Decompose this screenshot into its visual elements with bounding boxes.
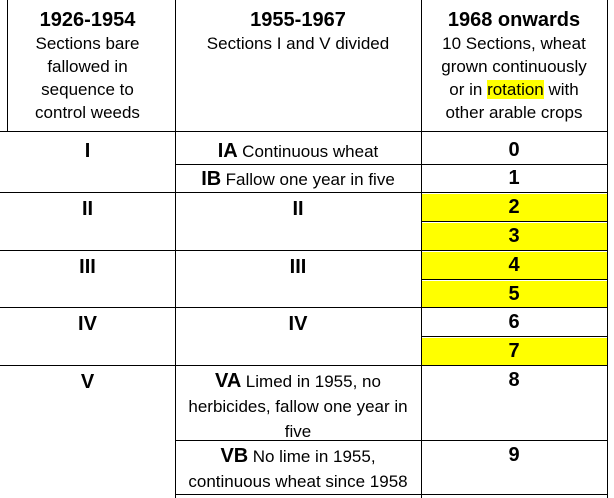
header-desc-part1: 10 Sections, wheat grown continuously or… xyxy=(441,34,587,99)
section-number-7: 7 xyxy=(421,338,607,366)
row-divider-iv-v xyxy=(0,365,608,366)
section-number-8: 8 xyxy=(508,369,520,391)
section-number-0: 0 xyxy=(508,139,520,161)
header-1955-1967: 1955-1967 Sections I and V divided xyxy=(175,8,421,55)
row-divider-2-3 xyxy=(421,221,608,222)
section-number-9: 9 xyxy=(508,444,520,466)
header-1926-1954-desc: Sections bare fallowed in sequence to co… xyxy=(35,34,140,122)
rotation-highlight: rotation xyxy=(487,80,544,99)
row-divider-va-vb xyxy=(175,440,608,441)
header-1968-onwards-title: 1968 onwards xyxy=(447,9,581,31)
header-1926-1954-title: 1926-1954 xyxy=(39,9,136,31)
section-ia-text: Continuous wheat xyxy=(242,142,379,161)
row-divider-ia-ib xyxy=(175,164,608,165)
section-va-text: Limed in 1955, no herbicides, fallow one… xyxy=(188,372,408,441)
table-border-left xyxy=(7,0,8,131)
header-divider xyxy=(0,131,608,132)
section-number-5: 5 xyxy=(421,281,607,308)
row-divider-iii-iv xyxy=(0,307,608,308)
section-i: I xyxy=(84,140,91,162)
section-vb-label: VB xyxy=(220,445,249,467)
section-ib: IB Fallow one year in five xyxy=(175,166,421,194)
section-vb-text: No lime in 1955, continuous wheat since … xyxy=(188,447,408,491)
row-divider-6-7 xyxy=(421,336,608,337)
section-number-4: 4 xyxy=(421,252,607,280)
section-v: V xyxy=(80,371,95,393)
section-va-label: VA xyxy=(215,370,242,392)
header-desc-part2: with other arable crops xyxy=(445,80,583,122)
section-number-2: 2 xyxy=(421,194,607,222)
table-border-right xyxy=(607,0,608,498)
header-1955-1967-title: 1955-1967 xyxy=(250,9,346,31)
row-divider-ii-iii xyxy=(0,250,608,251)
section-ia-label: IA xyxy=(217,140,238,162)
section-number-6: 6 xyxy=(508,311,520,333)
section-iv: IV xyxy=(78,313,97,335)
section-vb: VB No lime in 1955, continuous wheat sin… xyxy=(175,444,421,495)
section-iii-1955: III xyxy=(289,256,307,278)
section-number-1: 1 xyxy=(508,167,520,189)
row-divider-4-5 xyxy=(421,279,608,280)
header-1926-1954: 1926-1954 Sections bare fallowed in sequ… xyxy=(0,8,175,124)
section-iv-1955: IV xyxy=(288,313,308,335)
column-divider-2 xyxy=(421,0,422,498)
section-ii: II xyxy=(81,198,94,220)
header-1955-1967-desc: Sections I and V divided xyxy=(206,34,390,53)
section-number-3: 3 xyxy=(421,223,607,251)
section-iii: III xyxy=(79,256,96,278)
column-divider-1 xyxy=(175,0,176,498)
section-ia: IA Continuous wheat xyxy=(175,138,421,166)
header-1968-onwards: 1968 onwards 10 Sections, wheat grown co… xyxy=(421,8,607,124)
section-ib-label: IB xyxy=(201,168,222,190)
row-divider-i-ii xyxy=(0,192,608,193)
section-ib-text: Fallow one year in five xyxy=(225,170,395,189)
section-ii-1955: II xyxy=(292,198,304,220)
header-1968-onwards-desc: 10 Sections, wheat grown continuously or… xyxy=(421,32,607,124)
table-border-bottom xyxy=(175,494,608,495)
section-va: VA Limed in 1955, no herbicides, fallow … xyxy=(175,369,421,445)
